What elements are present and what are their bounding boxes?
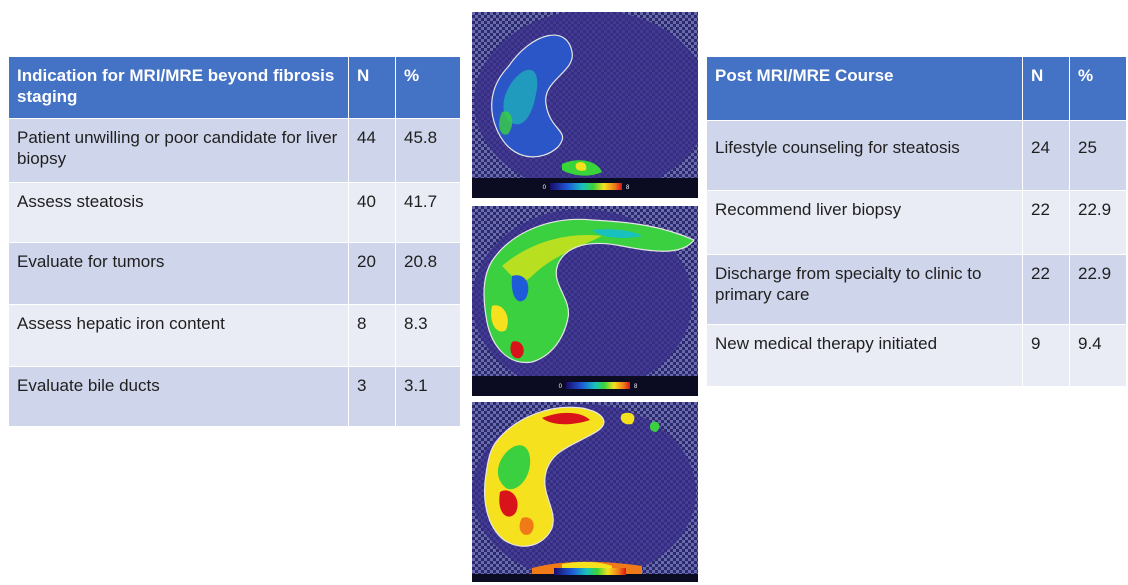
column-header: N bbox=[1022, 56, 1070, 121]
table-cell: 45.8 bbox=[395, 118, 461, 183]
elastogram-drawing: 0 8 bbox=[472, 206, 698, 396]
table-cell: 44 bbox=[348, 118, 396, 183]
table-cell: Discharge from specialty to clinic to pr… bbox=[706, 254, 1023, 325]
column-header: % bbox=[1069, 56, 1127, 121]
table-cell: Evaluate bile ducts bbox=[8, 366, 349, 427]
table-cell: Assess steatosis bbox=[8, 182, 349, 243]
scale-max-label: 8 bbox=[634, 384, 638, 390]
table-header-row: Indication for MRI/MRE beyond fibrosis s… bbox=[8, 56, 461, 119]
table-row: Evaluate for tumors 20 20.8 bbox=[8, 242, 461, 305]
post-course-table: Post MRI/MRE Course N % Lifestyle counse… bbox=[706, 56, 1127, 387]
table-cell: 22.9 bbox=[1069, 190, 1127, 255]
color-scale-bar bbox=[554, 568, 626, 575]
table-cell: Lifestyle counseling for steatosis bbox=[706, 120, 1023, 191]
table-row: Assess hepatic iron content 8 8.3 bbox=[8, 304, 461, 367]
column-header: % bbox=[395, 56, 461, 119]
scale-min-label: 0 bbox=[543, 185, 547, 191]
scale-min-label: 0 bbox=[559, 384, 563, 390]
table-cell: Patient unwilling or poor candidate for … bbox=[8, 118, 349, 183]
table-cell: 3 bbox=[348, 366, 396, 427]
table-row: Patient unwilling or poor candidate for … bbox=[8, 118, 461, 183]
column-header: Post MRI/MRE Course bbox=[706, 56, 1023, 121]
elastogram-image-1: 0 8 bbox=[472, 12, 698, 198]
color-scale-bar bbox=[550, 183, 622, 190]
table-cell: New medical therapy initiated bbox=[706, 324, 1023, 387]
table-cell: 3.1 bbox=[395, 366, 461, 427]
table-cell: 22.9 bbox=[1069, 254, 1127, 325]
table-cell: Recommend liver biopsy bbox=[706, 190, 1023, 255]
table-cell: 20 bbox=[348, 242, 396, 305]
table-row: New medical therapy initiated 9 9.4 bbox=[706, 324, 1127, 387]
table-cell: 41.7 bbox=[395, 182, 461, 243]
table-cell: 24 bbox=[1022, 120, 1070, 191]
indication-table: Indication for MRI/MRE beyond fibrosis s… bbox=[8, 56, 461, 427]
table-header-row: Post MRI/MRE Course N % bbox=[706, 56, 1127, 121]
table-cell: 9.4 bbox=[1069, 324, 1127, 387]
table-cell: 8.3 bbox=[395, 304, 461, 367]
column-header: Indication for MRI/MRE beyond fibrosis s… bbox=[8, 56, 349, 119]
table-cell: 22 bbox=[1022, 190, 1070, 255]
table-cell: 9 bbox=[1022, 324, 1070, 387]
column-header: N bbox=[348, 56, 396, 119]
elastogram-drawing bbox=[472, 402, 698, 582]
table-cell: 40 bbox=[348, 182, 396, 243]
table-cell: 20.8 bbox=[395, 242, 461, 305]
elastogram-image-2: 0 8 bbox=[472, 206, 698, 396]
table-cell: 25 bbox=[1069, 120, 1127, 191]
table-cell: Assess hepatic iron content bbox=[8, 304, 349, 367]
table-row: Lifestyle counseling for steatosis 24 25 bbox=[706, 120, 1127, 191]
elastogram-drawing: 0 8 bbox=[472, 12, 698, 198]
color-scale-bar bbox=[566, 382, 630, 389]
scale-max-label: 8 bbox=[626, 185, 630, 191]
elastogram-image-3 bbox=[472, 402, 698, 582]
table-row: Evaluate bile ducts 3 3.1 bbox=[8, 366, 461, 427]
table-row: Recommend liver biopsy 22 22.9 bbox=[706, 190, 1127, 255]
table-row: Discharge from specialty to clinic to pr… bbox=[706, 254, 1127, 325]
table-cell: 22 bbox=[1022, 254, 1070, 325]
table-cell: Evaluate for tumors bbox=[8, 242, 349, 305]
table-cell: 8 bbox=[348, 304, 396, 367]
table-row: Assess steatosis 40 41.7 bbox=[8, 182, 461, 243]
